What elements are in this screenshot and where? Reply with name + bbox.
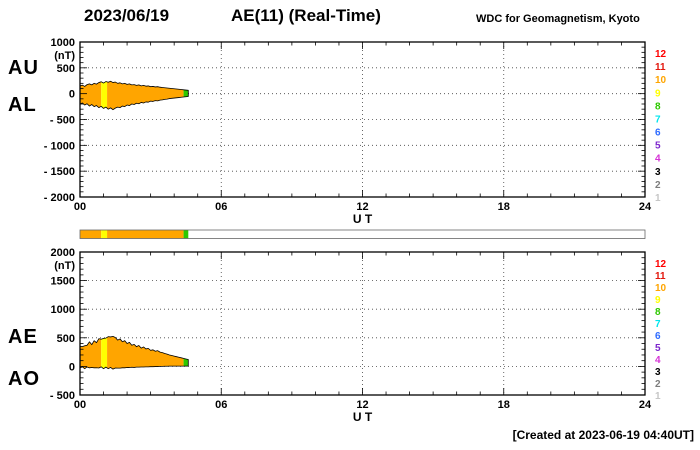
axis-ticks xyxy=(80,42,645,197)
area-band xyxy=(107,81,184,110)
x-tick-label: 24 xyxy=(639,399,652,411)
legend-count-label: 1 xyxy=(655,391,661,402)
area-band xyxy=(107,336,184,370)
x-tick-label: 12 xyxy=(356,201,368,213)
y-tick-label: - 1500 xyxy=(44,166,75,178)
date-label: 2023/06/19 xyxy=(84,6,170,25)
x-tick-label: 18 xyxy=(498,399,510,411)
area-outline xyxy=(79,80,189,111)
legend-count-label: 11 xyxy=(655,271,666,282)
y-tick-label: 1000 xyxy=(51,37,75,49)
legend-count-label: 6 xyxy=(655,128,661,139)
upper-panel-au-al: 1000 500 0 - 500 - 1000 - 1500 - 2000 (nT) 00 06 1… xyxy=(44,37,667,226)
al-axis-label: AL xyxy=(8,94,37,116)
legend-count-label: 12 xyxy=(655,49,667,60)
axis-labels: 1000 500 0 - 500 - 1000 - 1500 - 2000 (nT) 00 06 1… xyxy=(44,37,652,226)
area-fill xyxy=(80,81,189,110)
legend-count-label: 2 xyxy=(655,180,661,191)
legend-count-label: 3 xyxy=(655,367,661,378)
x-tick-label: 06 xyxy=(215,399,227,411)
area-band xyxy=(80,81,102,108)
y-tick-label: 0 xyxy=(69,361,75,373)
x-tick-label: 24 xyxy=(639,201,652,213)
gridlines xyxy=(80,42,645,197)
y-unit-label: (nT) xyxy=(54,50,75,62)
legend-count-label: 8 xyxy=(655,307,661,318)
legend-count-label: 2 xyxy=(655,379,661,390)
y-tick-label: - 500 xyxy=(50,115,75,127)
y-tick-label: - 2000 xyxy=(44,192,75,204)
x-tick-label: 00 xyxy=(74,201,86,213)
y-tick-label: 2000 xyxy=(51,247,75,259)
legend-count-label: 10 xyxy=(655,75,667,86)
y-tick-label: 1000 xyxy=(51,304,75,316)
x-tick-label: 12 xyxy=(356,399,368,411)
area-band xyxy=(183,358,189,367)
x-tick-label: 00 xyxy=(74,399,86,411)
legend-count-label: 9 xyxy=(655,295,661,306)
y-tick-label: - 1000 xyxy=(44,140,75,152)
coverage-band xyxy=(80,230,102,239)
station-count-legend: 12 11 10 9 8 7 6 5 4 3 2 1 xyxy=(655,49,667,204)
legend-count-label: 7 xyxy=(655,319,661,330)
coverage-band xyxy=(101,230,108,239)
area-fill xyxy=(80,336,189,370)
legend-count-label: 4 xyxy=(655,154,661,165)
area-band xyxy=(101,81,108,109)
x-tick-label: 18 xyxy=(498,201,510,213)
ae-axis-label: AE xyxy=(8,326,38,348)
x-tick-label: 06 xyxy=(215,201,227,213)
axis-ticks xyxy=(80,252,645,395)
legend-count-label: 7 xyxy=(655,114,661,125)
area-band xyxy=(80,338,102,369)
legend-count-label: 11 xyxy=(655,62,666,73)
coverage-band xyxy=(183,230,189,239)
y-tick-label: - 500 xyxy=(50,390,75,402)
y-tick-label: 1500 xyxy=(51,276,75,288)
legend-count-label: 1 xyxy=(655,193,661,204)
legend-count-label: 5 xyxy=(655,343,661,354)
legend-count-label: 6 xyxy=(655,331,661,342)
legend-count-label: 3 xyxy=(655,167,661,178)
x-axis-title: U T xyxy=(353,410,373,424)
y-tick-label: 500 xyxy=(57,63,75,75)
coverage-band xyxy=(107,230,184,239)
legend-count-label: 4 xyxy=(655,355,661,366)
axis-labels: 2000 1500 1000 500 0 - 500 (nT) 00 06 12 18 24 U T xyxy=(50,247,652,424)
legend-count-label: 9 xyxy=(655,88,661,99)
y-tick-label: 500 xyxy=(57,333,75,345)
source-label: WDC for Geomagnetism, Kyoto xyxy=(476,13,640,25)
x-axis-title: U T xyxy=(353,212,373,226)
area-band xyxy=(101,337,108,369)
created-at-label: [Created at 2023-06-19 04:40UT] xyxy=(512,428,694,442)
area-outline xyxy=(79,335,189,370)
coverage-strip xyxy=(79,229,646,239)
legend-count-label: 12 xyxy=(655,259,667,270)
y-unit-label: (nT) xyxy=(54,260,75,272)
gridlines xyxy=(80,252,645,395)
ao-axis-label: AO xyxy=(8,368,40,390)
panel-border xyxy=(79,251,646,396)
au-axis-label: AU xyxy=(8,57,39,79)
legend-count-label: 10 xyxy=(655,283,667,294)
legend-count-label: 5 xyxy=(655,141,661,152)
y-tick-label: 0 xyxy=(69,89,75,101)
legend-count-label: 8 xyxy=(655,101,661,112)
coverage-strip-border xyxy=(79,229,646,239)
area-band xyxy=(183,89,189,98)
page-title: AE(11) (Real-Time) xyxy=(231,6,381,25)
